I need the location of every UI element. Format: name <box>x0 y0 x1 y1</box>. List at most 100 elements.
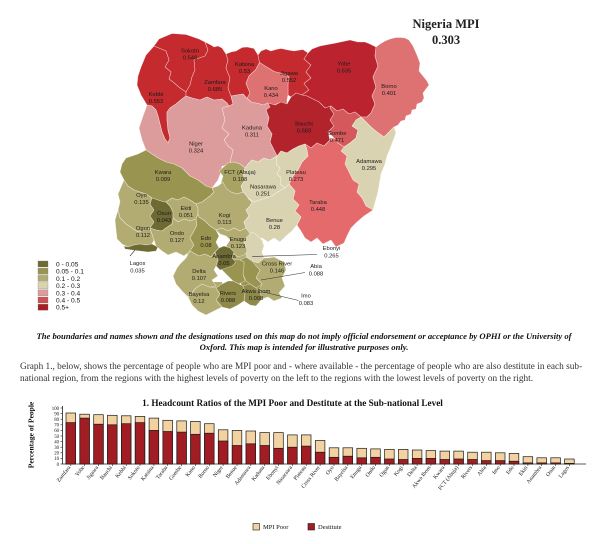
svg-text:Adamawa: Adamawa <box>356 159 383 165</box>
svg-text:0.685: 0.685 <box>208 87 223 93</box>
svg-text:Imo: Imo <box>491 465 501 476</box>
svg-text:Edo: Edo <box>201 236 211 242</box>
svg-text:0.107: 0.107 <box>192 276 207 282</box>
svg-text:Kaduna: Kaduna <box>242 126 263 132</box>
svg-text:10: 10 <box>54 457 59 462</box>
svg-text:Niger: Niger <box>212 465 225 479</box>
svg-text:80: 80 <box>54 418 59 423</box>
svg-text:0.273: 0.273 <box>289 177 304 183</box>
svg-text:0.552: 0.552 <box>282 78 297 84</box>
svg-text:0.12: 0.12 <box>193 299 204 305</box>
svg-text:0.135: 0.135 <box>134 200 149 206</box>
svg-text:Zamfara: Zamfara <box>204 80 226 86</box>
svg-text:Bayelsa: Bayelsa <box>189 292 210 298</box>
svg-text:90: 90 <box>54 412 59 417</box>
svg-text:0.146: 0.146 <box>270 268 285 274</box>
svg-text:0.05: 0.05 <box>218 261 229 267</box>
svg-text:Ebonyi: Ebonyi <box>323 246 341 252</box>
svg-text:Enugu: Enugu <box>350 465 364 480</box>
svg-text:40: 40 <box>54 440 59 445</box>
svg-text:Ogun: Ogun <box>136 226 150 232</box>
svg-text:Niger: Niger <box>189 142 203 148</box>
svg-text:Nasarawa: Nasarawa <box>250 185 277 191</box>
svg-text:30: 30 <box>54 446 59 451</box>
svg-text:Ekiti: Ekiti <box>518 465 530 478</box>
svg-text:Destitute: Destitute <box>318 524 342 531</box>
svg-text:0.4 - 0.5: 0.4 - 0.5 <box>56 298 81 305</box>
svg-text:Delta: Delta <box>192 269 206 275</box>
svg-text:0 - 0.05: 0 - 0.05 <box>56 262 79 269</box>
svg-text:Ogun: Ogun <box>379 465 392 479</box>
svg-text:0.553: 0.553 <box>149 99 164 105</box>
svg-text:Kaduna: Kaduna <box>251 465 267 483</box>
svg-text:Imo: Imo <box>301 294 311 300</box>
svg-text:0: 0 <box>57 463 60 468</box>
svg-text:MPI Poor: MPI Poor <box>263 524 289 531</box>
svg-text:0.08: 0.08 <box>200 243 211 249</box>
svg-text:Kogi: Kogi <box>393 465 405 478</box>
svg-text:Rivers: Rivers <box>460 465 474 480</box>
svg-text:Bauchi: Bauchi <box>99 465 114 482</box>
svg-text:Kebbi: Kebbi <box>149 92 164 98</box>
svg-text:Yobe: Yobe <box>74 465 86 478</box>
svg-text:0.548: 0.548 <box>183 55 198 61</box>
svg-text:0.401: 0.401 <box>382 91 397 97</box>
svg-text:Akwa Ibom: Akwa Ibom <box>242 289 271 295</box>
svg-text:70: 70 <box>54 424 59 429</box>
svg-text:FCT (Abuja): FCT (Abuja) <box>224 170 256 176</box>
svg-text:0.295: 0.295 <box>362 166 377 172</box>
svg-text:0.448: 0.448 <box>311 207 326 213</box>
svg-text:0.083: 0.083 <box>299 301 314 307</box>
svg-text:Jigawa: Jigawa <box>86 465 101 481</box>
svg-text:0.108: 0.108 <box>233 177 248 183</box>
svg-text:0.311: 0.311 <box>245 132 259 138</box>
svg-text:0.583: 0.583 <box>297 128 312 134</box>
svg-text:Osun: Osun <box>545 465 557 478</box>
svg-text:0.051: 0.051 <box>179 213 194 219</box>
svg-text:Ondo: Ondo <box>365 465 378 479</box>
svg-text:100: 100 <box>52 407 60 412</box>
svg-text:Yobe: Yobe <box>337 62 350 68</box>
svg-text:0.53: 0.53 <box>239 69 250 75</box>
svg-text:Rivers: Rivers <box>220 291 237 297</box>
svg-text:0.098: 0.098 <box>249 296 264 302</box>
svg-text:Abia: Abia <box>310 264 322 270</box>
svg-text:Lagos: Lagos <box>558 465 571 479</box>
svg-text:0.434: 0.434 <box>264 93 279 99</box>
svg-text:Sokoto: Sokoto <box>181 49 199 55</box>
svg-text:Edo: Edo <box>505 465 515 476</box>
svg-text:0.265: 0.265 <box>324 254 339 260</box>
svg-text:Lagos: Lagos <box>130 261 146 267</box>
svg-text:Ekiti: Ekiti <box>181 206 192 212</box>
svg-text:0.3 - 0.4: 0.3 - 0.4 <box>56 290 81 297</box>
svg-text:Borno: Borno <box>381 84 396 90</box>
svg-text:50: 50 <box>54 435 59 440</box>
svg-text:Gombe: Gombe <box>327 131 346 137</box>
svg-text:0.113: 0.113 <box>217 220 231 226</box>
svg-text:0.5+: 0.5+ <box>56 305 69 312</box>
svg-text:Katsina: Katsina <box>140 465 156 483</box>
svg-text:0.324: 0.324 <box>189 148 204 154</box>
svg-text:0.123: 0.123 <box>231 244 246 250</box>
svg-text:Taraba: Taraba <box>309 200 328 206</box>
svg-text:Anambra: Anambra <box>526 465 544 486</box>
svg-text:Kwara: Kwara <box>155 170 172 176</box>
svg-text:Jigawa: Jigawa <box>280 71 299 77</box>
svg-text:Enugu: Enugu <box>230 237 247 243</box>
svg-text:0.28: 0.28 <box>269 225 280 231</box>
svg-text:Kogi: Kogi <box>219 213 231 219</box>
svg-text:Bayelsa: Bayelsa <box>334 465 350 483</box>
svg-text:0.088: 0.088 <box>221 298 236 304</box>
svg-text:0.05 - 0.1: 0.05 - 0.1 <box>56 269 84 276</box>
svg-text:0.471: 0.471 <box>330 138 345 144</box>
svg-text:0.112: 0.112 <box>136 233 150 239</box>
svg-text:0.099: 0.099 <box>156 177 171 183</box>
svg-text:Borno: Borno <box>198 465 211 480</box>
svg-text:Kano: Kano <box>185 465 197 478</box>
svg-text:0.088: 0.088 <box>309 272 324 278</box>
svg-text:Gombe: Gombe <box>168 465 183 482</box>
svg-text:Bauchi: Bauchi <box>295 122 313 128</box>
svg-text:Oyo: Oyo <box>325 465 336 476</box>
svg-text:Cross River: Cross River <box>262 262 292 268</box>
svg-text:Delta: Delta <box>406 465 419 479</box>
